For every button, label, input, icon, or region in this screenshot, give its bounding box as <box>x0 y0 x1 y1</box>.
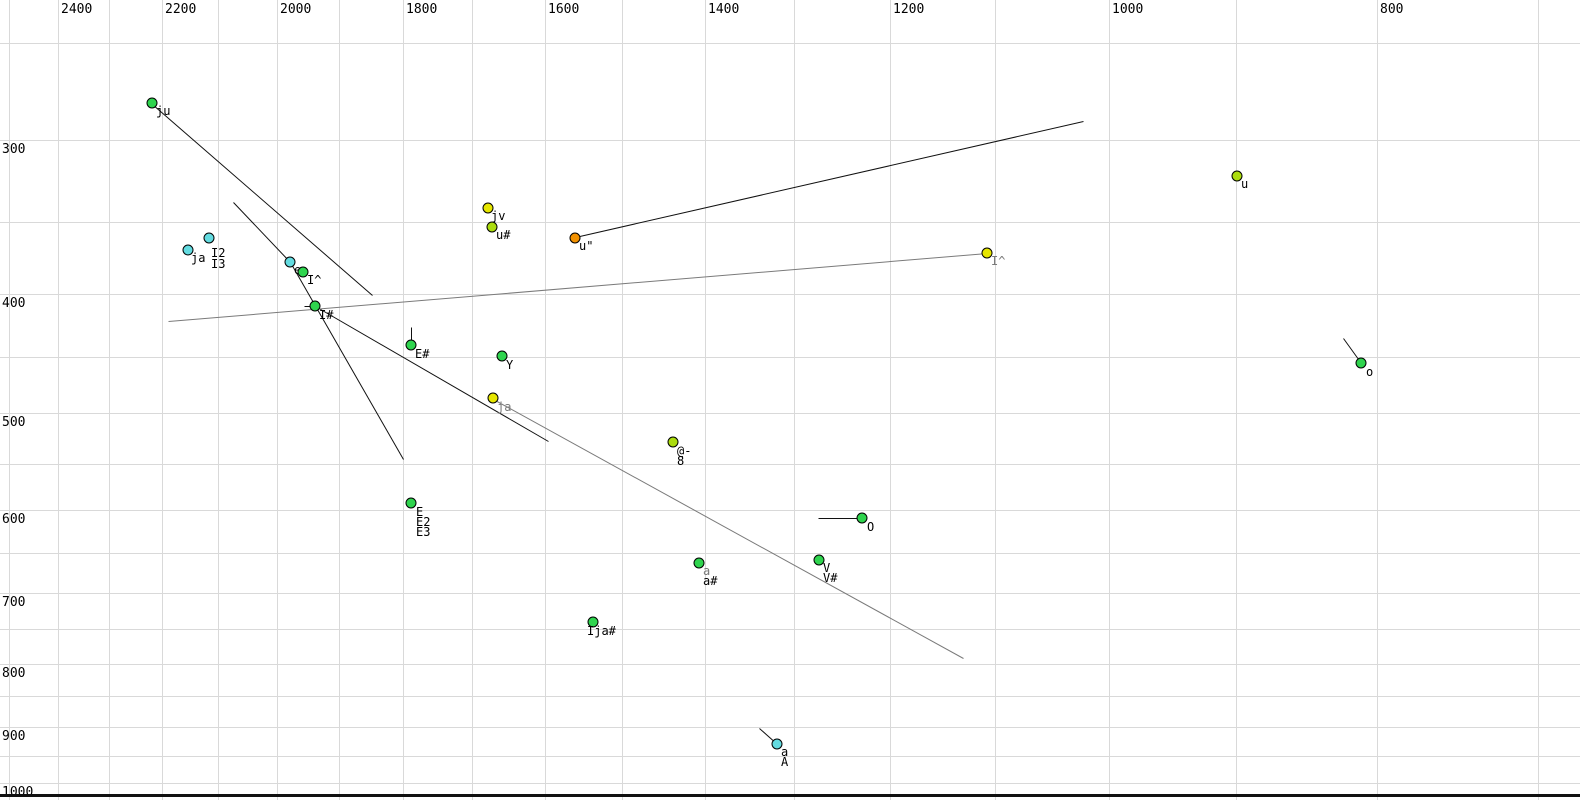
data-point-e[interactable] <box>284 256 296 268</box>
data-point-ja[interactable] <box>182 244 194 256</box>
data-point-ju[interactable] <box>146 97 158 109</box>
line-from-ju <box>152 104 373 296</box>
x-tick-2000: 2000 <box>280 2 312 17</box>
point-label-u: u" <box>579 239 594 253</box>
line-into-e <box>233 202 291 263</box>
x-tick-1400: 1400 <box>708 2 740 17</box>
point-label-ju: ju <box>156 104 171 118</box>
point-label-i3: I3 <box>211 257 226 271</box>
line-gray-to-I^ <box>168 253 988 322</box>
data-point-ija[interactable] <box>587 616 599 628</box>
point-label-i2: I2 <box>211 246 226 260</box>
point-label-ja: ja <box>191 251 206 265</box>
line-gray-from-ja <box>493 399 964 659</box>
x-tick-1200: 1200 <box>893 2 925 17</box>
window-border-bottom <box>0 794 1580 797</box>
x-tick-1000: 1000 <box>1112 2 1144 17</box>
data-point-a[interactable] <box>771 738 783 750</box>
point-label-a: a# <box>703 574 718 588</box>
point-label-jv: jv <box>491 209 506 223</box>
x-tick-1800: 1800 <box>406 2 438 17</box>
data-point-ja[interactable] <box>487 392 499 404</box>
x-tick-800: 800 <box>1380 2 1404 17</box>
point-label-ja: ja <box>497 400 512 414</box>
y-tick-600: 600 <box>2 512 26 527</box>
data-point-u[interactable] <box>486 221 498 233</box>
point-label-o: o <box>1366 365 1374 379</box>
data-point-o[interactable] <box>856 512 868 524</box>
point-label-8: 8 <box>677 454 685 468</box>
data-point-u[interactable] <box>1231 170 1243 182</box>
y-tick-800: 800 <box>2 666 26 681</box>
point-label-a: A <box>781 755 789 769</box>
y-tick-300: 300 <box>2 142 26 157</box>
y-tick-700: 700 <box>2 595 26 610</box>
point-label-e2: E2 <box>416 515 431 529</box>
point-label-o: O <box>867 520 875 534</box>
point-label-: @- <box>677 444 692 458</box>
point-label-e3: E3 <box>416 525 431 539</box>
line-I#-diagonal <box>315 306 549 442</box>
line-from-u-umlaut <box>575 121 1084 238</box>
y-tick-500: 500 <box>2 415 26 430</box>
data-point-i2[interactable] <box>203 232 215 244</box>
data-point-jv[interactable] <box>482 202 494 214</box>
data-point-y[interactable] <box>496 350 508 362</box>
data-point-i[interactable] <box>309 300 321 312</box>
x-tick-2400: 2400 <box>61 2 93 17</box>
data-point-[interactable] <box>667 436 679 448</box>
x-tick-1600: 1600 <box>548 2 580 17</box>
data-point-e[interactable] <box>405 497 417 509</box>
point-label-u: u# <box>496 228 511 242</box>
point-label-i: I^ <box>307 273 322 287</box>
data-point-i[interactable] <box>981 247 993 259</box>
data-point-i[interactable] <box>297 266 309 278</box>
point-label-i: I^ <box>991 254 1006 268</box>
point-label-e: E <box>416 505 424 519</box>
line-e-through-I# <box>290 262 404 460</box>
data-point-a[interactable] <box>693 557 705 569</box>
point-label-y: Y <box>506 358 514 372</box>
x-tick-2200: 2200 <box>165 2 197 17</box>
y-tick-400: 400 <box>2 296 26 311</box>
y-tick-1000: 1000 <box>2 785 34 800</box>
point-label-a: a <box>781 745 789 759</box>
point-label-v: V# <box>823 571 838 585</box>
data-point-u[interactable] <box>569 232 581 244</box>
point-label-a: a <box>703 564 711 578</box>
data-point-o[interactable] <box>1355 357 1367 369</box>
data-point-e[interactable] <box>405 339 417 351</box>
point-label-v: V <box>823 561 831 575</box>
point-label-i: I# <box>319 308 334 322</box>
point-label-ija: Ija# <box>587 624 616 638</box>
point-label-e: E# <box>415 347 430 361</box>
point-label-u: u <box>1241 177 1249 191</box>
y-tick-900: 900 <box>2 729 26 744</box>
data-point-v[interactable] <box>813 554 825 566</box>
